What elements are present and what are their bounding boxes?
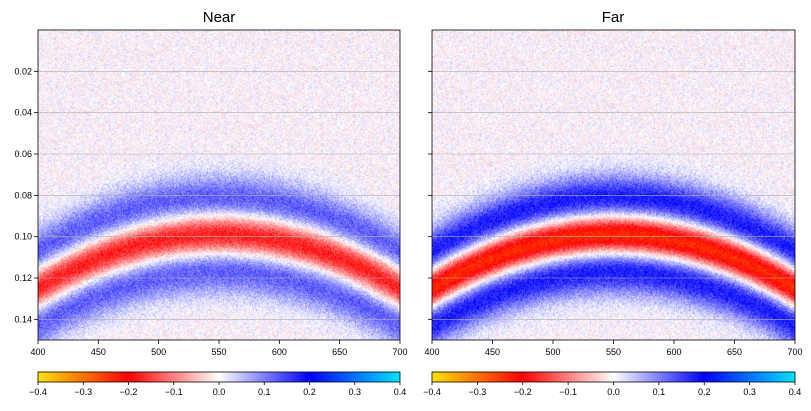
- colorbar-tick-label: 0.0: [607, 387, 620, 397]
- x-tick-label: 400: [30, 347, 45, 357]
- colorbar-tick-label: −0.2: [120, 387, 138, 397]
- gridlines-far: [432, 71, 795, 320]
- colorbar-tick-label: −0.4: [423, 387, 441, 397]
- colorbar-tick-label: −0.1: [559, 387, 577, 397]
- panel-far: Far 400 450 500 550 600 650 700 −0.4 −0.3 −0.2 −0…: [423, 9, 802, 397]
- colorbar-tick-label: 0.4: [394, 387, 407, 397]
- colorbar-tick-label: −0.3: [468, 387, 486, 397]
- x-axis-far: 400 450 500 550 600 650 700: [424, 340, 803, 357]
- y-axis-near: 0.02 0.04 0.06 0.08 0.10 0.12 0.14: [14, 66, 38, 324]
- colorbar-tick-label: −0.4: [29, 387, 47, 397]
- x-tick-label: 550: [606, 347, 621, 357]
- colorbar-tick-label: 0.2: [698, 387, 711, 397]
- x-tick-label: 700: [787, 347, 802, 357]
- x-tick-label: 500: [545, 347, 560, 357]
- x-tick-label: 400: [424, 347, 439, 357]
- y-axis-far: [428, 70, 432, 320]
- colorbar-far: [432, 372, 795, 382]
- x-tick-label: 700: [392, 347, 407, 357]
- colorbar-near: [38, 372, 400, 382]
- y-tick-label: 0.12: [14, 273, 32, 283]
- chart-title-near: Near: [203, 9, 236, 26]
- y-tick-label: 0.04: [14, 108, 32, 118]
- colorbar-tick-label: 0.4: [789, 387, 802, 397]
- colorbar-tick-label: 0.1: [653, 387, 666, 397]
- y-tick-label: 0.10: [14, 232, 32, 242]
- gridlines-near: [38, 71, 400, 320]
- colorbar-tick-label: 0.3: [743, 387, 756, 397]
- colorbar-tick-label: −0.3: [74, 387, 92, 397]
- heatmap-near: [38, 30, 400, 340]
- colorbar-tick-label: −0.1: [165, 387, 183, 397]
- colorbar-tick-label: 0.1: [258, 387, 271, 397]
- x-tick-label: 650: [332, 347, 347, 357]
- y-tick-label: 0.06: [14, 149, 32, 159]
- colorbar-axis-near: −0.4 −0.3 −0.2 −0.1 0.0 0.1 0.2 0.3 0.4: [29, 382, 406, 397]
- x-tick-label: 450: [91, 347, 106, 357]
- x-tick-label: 650: [727, 347, 742, 357]
- x-tick-label: 600: [272, 347, 287, 357]
- chart-title-far: Far: [602, 9, 625, 26]
- y-tick-label: 0.08: [14, 190, 32, 200]
- heatmap-far: [432, 30, 795, 340]
- x-axis-near: 400 450 500 550 600 650 700: [30, 340, 408, 357]
- y-tick-label: 0.14: [14, 314, 32, 324]
- x-tick-label: 600: [666, 347, 681, 357]
- y-tick-label: 0.02: [14, 66, 32, 76]
- colorbar-tick-label: 0.2: [303, 387, 316, 397]
- x-tick-label: 550: [211, 347, 226, 357]
- x-tick-label: 450: [485, 347, 500, 357]
- colorbar-axis-far: −0.4 −0.3 −0.2 −0.1 0.0 0.1 0.2 0.3 0.4: [423, 382, 801, 397]
- x-tick-label: 500: [151, 347, 166, 357]
- panel-near: Near 0.02 0.04 0.06 0.08 0.10 0.12 0.14 400 450…: [14, 9, 407, 397]
- colorbar-tick-label: −0.2: [514, 387, 532, 397]
- colorbar-tick-label: 0.0: [213, 387, 226, 397]
- colorbar-tick-label: 0.3: [348, 387, 361, 397]
